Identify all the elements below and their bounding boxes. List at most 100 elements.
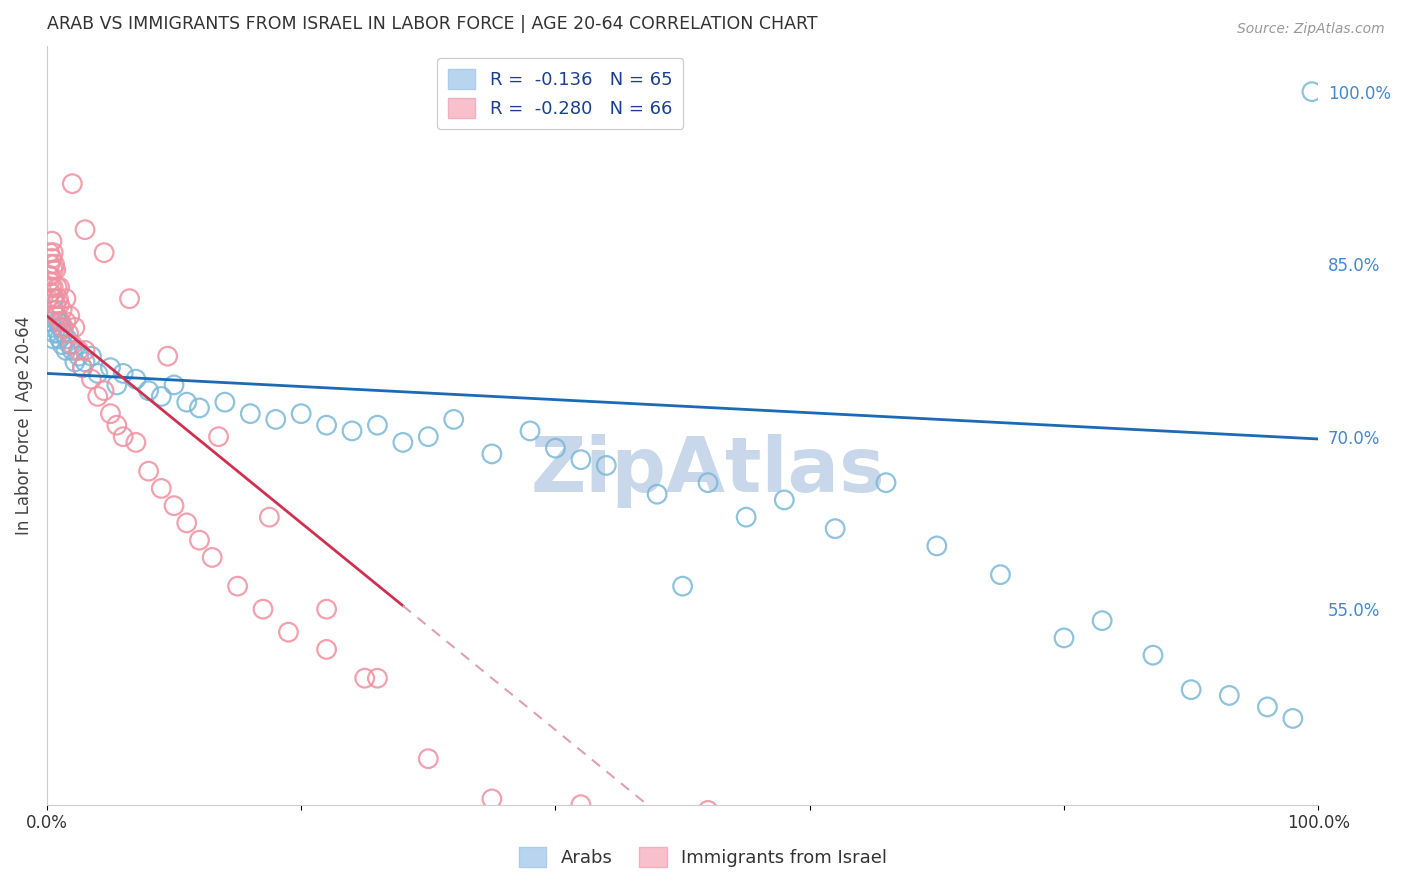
Text: ARAB VS IMMIGRANTS FROM ISRAEL IN LABOR FORCE | AGE 20-64 CORRELATION CHART: ARAB VS IMMIGRANTS FROM ISRAEL IN LABOR … xyxy=(46,15,817,33)
Point xyxy=(42,292,65,306)
Point xyxy=(188,401,211,415)
Point xyxy=(239,407,262,421)
Point xyxy=(366,671,388,685)
Point xyxy=(481,792,503,806)
Point xyxy=(37,292,59,306)
Point xyxy=(44,292,66,306)
Point xyxy=(418,752,440,766)
Point xyxy=(1301,85,1323,99)
Point xyxy=(49,320,72,334)
Point xyxy=(45,309,67,323)
Point xyxy=(138,384,160,398)
Point xyxy=(48,315,70,329)
Point xyxy=(67,349,90,363)
Point xyxy=(73,355,96,369)
Point xyxy=(80,349,103,363)
Point xyxy=(42,263,65,277)
Point xyxy=(60,177,83,191)
Point xyxy=(39,315,62,329)
Point xyxy=(125,372,148,386)
Point xyxy=(207,430,229,444)
Point xyxy=(226,579,249,593)
Point xyxy=(39,257,62,271)
Point xyxy=(42,280,65,294)
Point xyxy=(58,326,80,341)
Point xyxy=(315,602,337,616)
Point xyxy=(73,222,96,236)
Point xyxy=(138,464,160,478)
Point xyxy=(519,424,541,438)
Y-axis label: In Labor Force | Age 20-64: In Labor Force | Age 20-64 xyxy=(15,316,32,534)
Point xyxy=(80,372,103,386)
Point xyxy=(481,447,503,461)
Point xyxy=(773,492,796,507)
Point xyxy=(49,315,72,329)
Point xyxy=(645,487,668,501)
Point xyxy=(41,252,63,266)
Point xyxy=(93,384,115,398)
Point xyxy=(118,292,141,306)
Point xyxy=(67,343,90,358)
Point xyxy=(201,550,224,565)
Point xyxy=(72,360,94,375)
Point xyxy=(93,245,115,260)
Point xyxy=(44,326,66,341)
Point xyxy=(55,343,77,358)
Point xyxy=(366,418,388,433)
Point xyxy=(72,360,94,375)
Point xyxy=(277,625,299,640)
Point xyxy=(150,389,173,403)
Point xyxy=(56,332,79,346)
Point xyxy=(60,343,83,358)
Point xyxy=(264,412,287,426)
Point xyxy=(259,510,281,524)
Point xyxy=(41,280,63,294)
Point xyxy=(569,452,592,467)
Point xyxy=(824,522,846,536)
Point xyxy=(45,297,67,311)
Point xyxy=(45,263,67,277)
Point xyxy=(46,315,69,329)
Legend: R =  -0.136   N = 65, R =  -0.280   N = 66: R = -0.136 N = 65, R = -0.280 N = 66 xyxy=(437,59,683,129)
Point xyxy=(188,533,211,548)
Point xyxy=(55,315,77,329)
Text: Source: ZipAtlas.com: Source: ZipAtlas.com xyxy=(1237,22,1385,37)
Point xyxy=(60,337,83,351)
Point xyxy=(595,458,617,473)
Point xyxy=(55,292,77,306)
Point xyxy=(59,309,82,323)
Point xyxy=(1218,689,1240,703)
Point xyxy=(824,809,846,823)
Point xyxy=(176,395,198,409)
Point xyxy=(41,234,63,248)
Point xyxy=(46,292,69,306)
Point xyxy=(1180,682,1202,697)
Point xyxy=(990,567,1012,582)
Point xyxy=(46,326,69,341)
Point xyxy=(39,268,62,283)
Point xyxy=(353,671,375,685)
Point xyxy=(125,435,148,450)
Point xyxy=(39,285,62,300)
Point xyxy=(392,435,415,450)
Point xyxy=(156,349,179,363)
Point xyxy=(214,395,236,409)
Point xyxy=(340,424,363,438)
Point xyxy=(44,303,66,318)
Point xyxy=(51,337,73,351)
Point xyxy=(38,268,60,283)
Point xyxy=(38,274,60,288)
Legend: Arabs, Immigrants from Israel: Arabs, Immigrants from Israel xyxy=(512,839,894,874)
Point xyxy=(87,389,110,403)
Point xyxy=(59,337,82,351)
Point xyxy=(163,378,186,392)
Point xyxy=(48,297,70,311)
Point xyxy=(544,441,567,455)
Point xyxy=(63,355,86,369)
Point xyxy=(41,320,63,334)
Point xyxy=(671,579,693,593)
Point xyxy=(100,407,122,421)
Point xyxy=(73,343,96,358)
Point xyxy=(112,367,135,381)
Point xyxy=(87,367,110,381)
